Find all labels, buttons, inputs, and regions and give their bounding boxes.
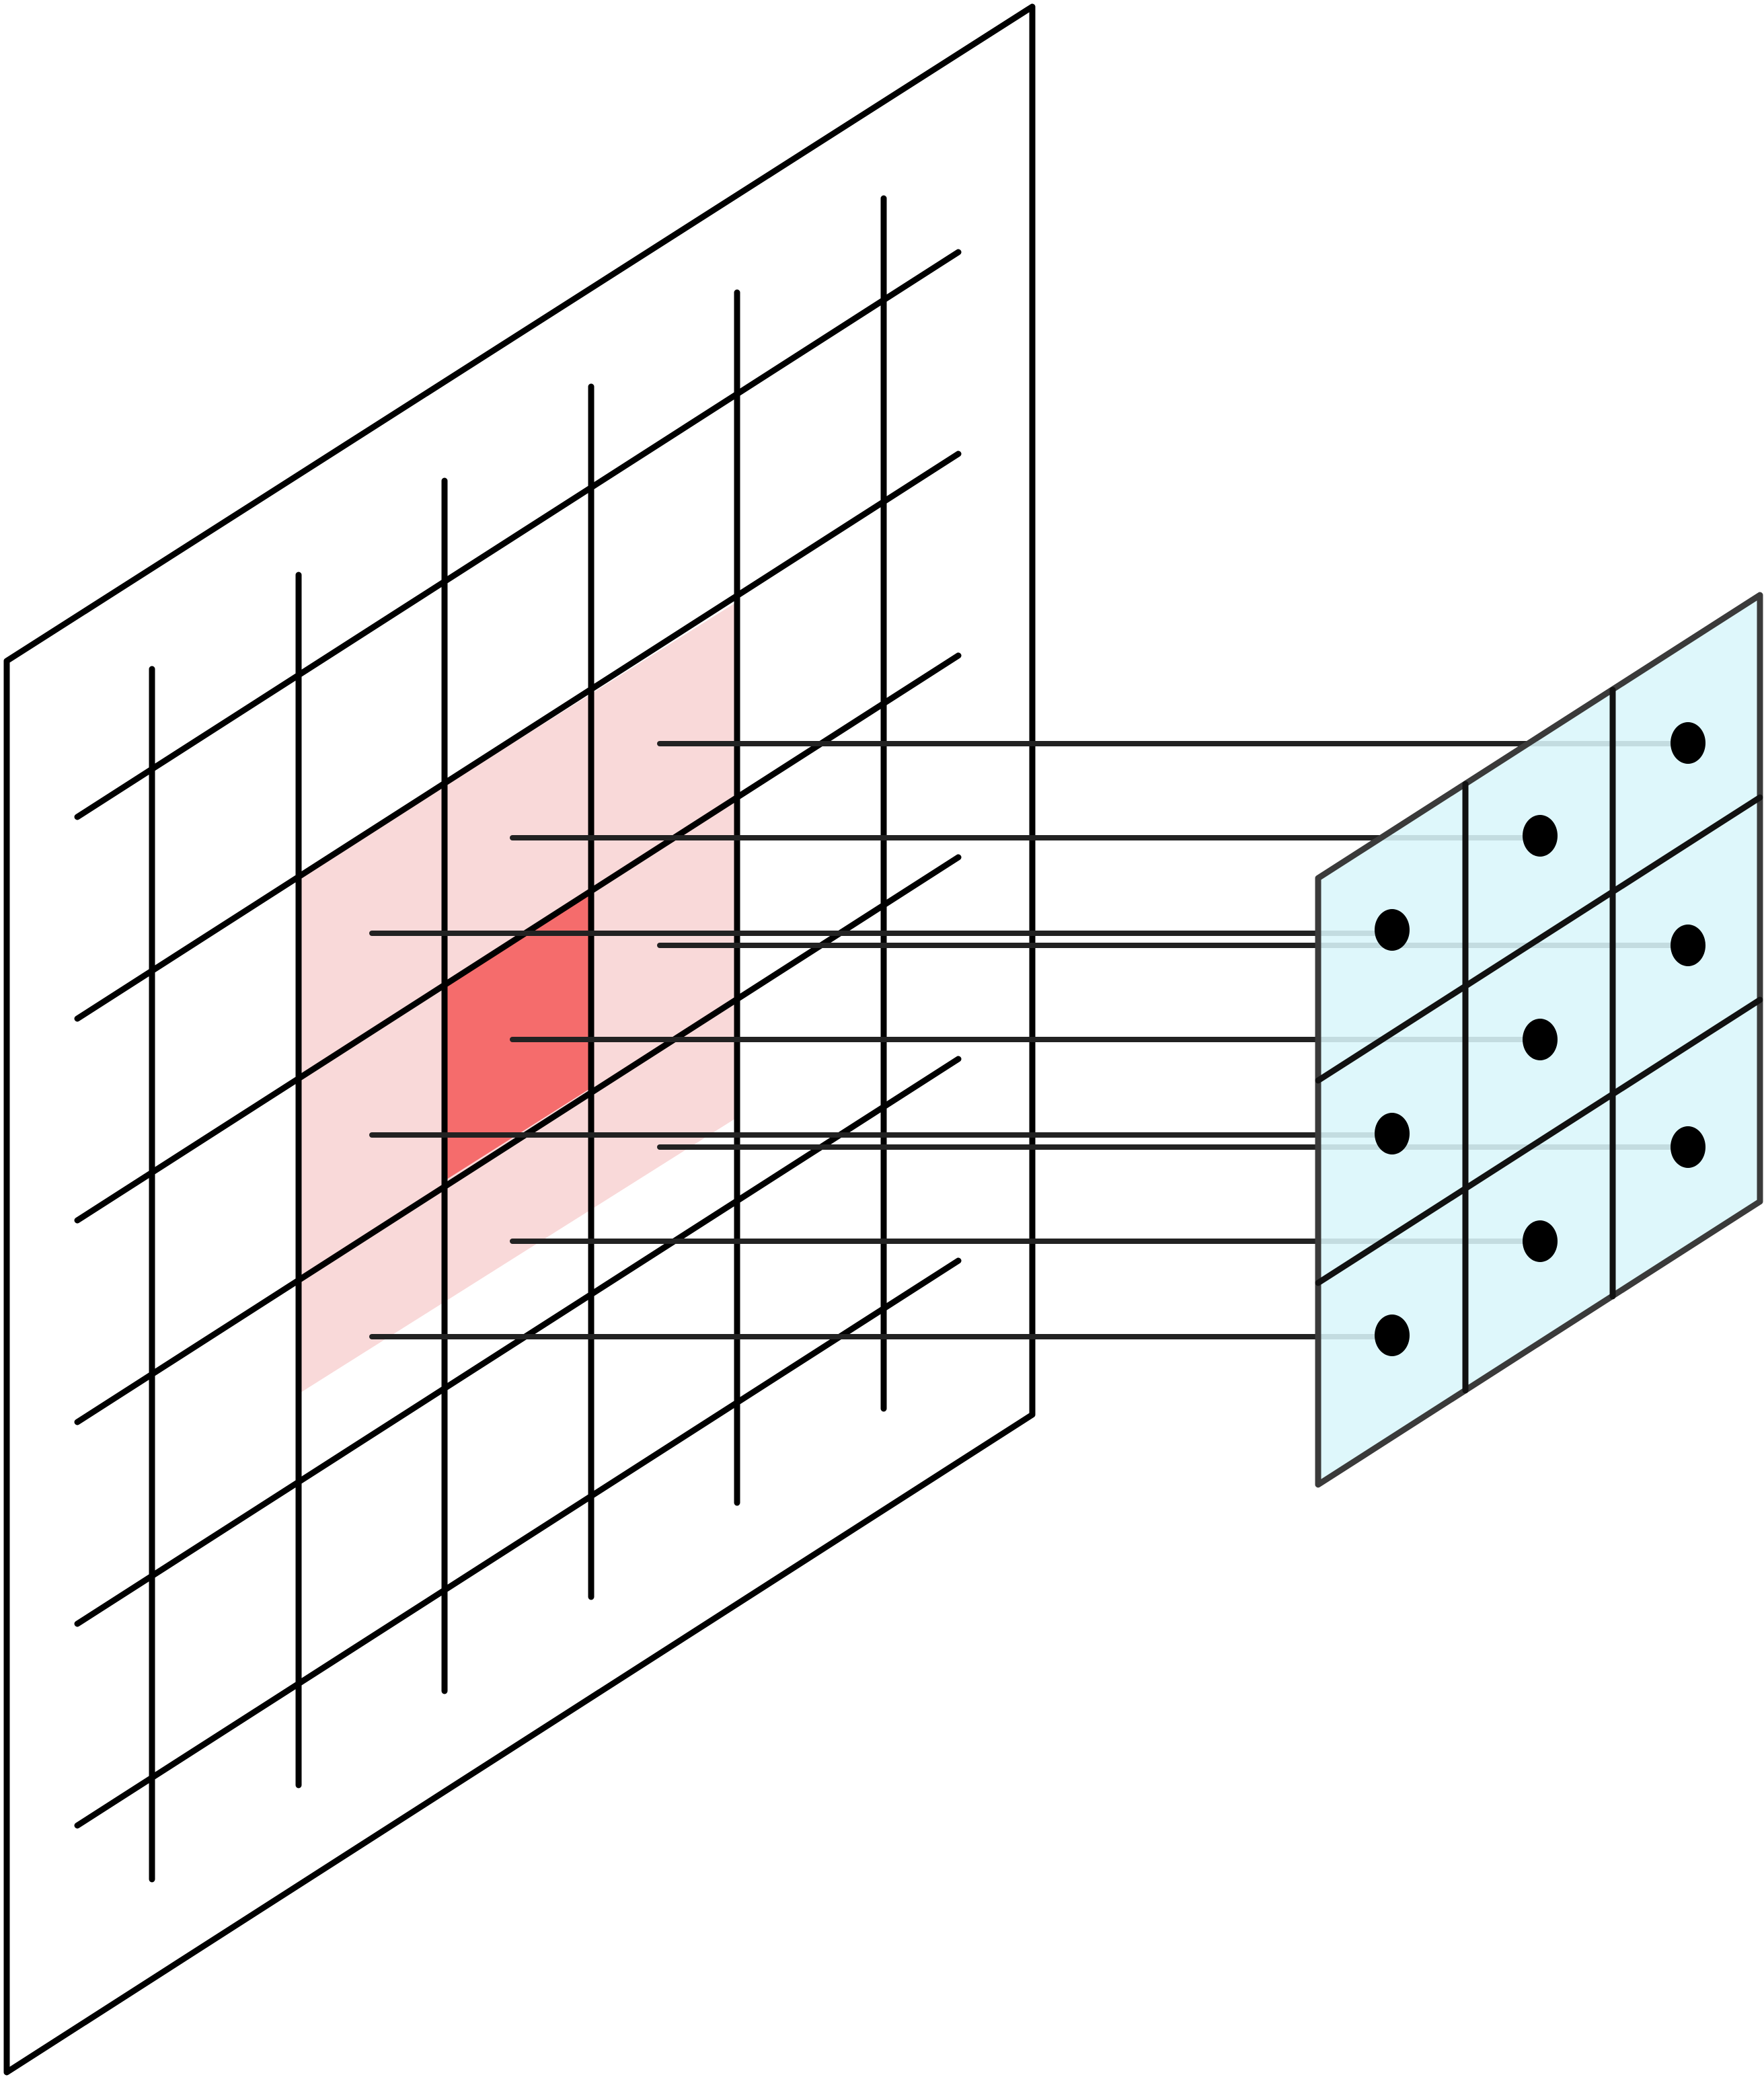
grid-slanted-line <box>74 1056 962 1627</box>
grid-slanted-line <box>74 249 962 820</box>
output-cell-dot <box>1375 909 1410 951</box>
grid-slanted-line <box>74 1257 962 1829</box>
output-markers <box>1375 722 1705 1356</box>
output-cell-dot <box>1671 722 1705 764</box>
output-cell-dot <box>1523 1220 1558 1262</box>
output-cell-dot <box>1671 925 1705 966</box>
output-grid-slanted-line <box>1315 794 1763 1084</box>
input-plane <box>3 3 1036 2076</box>
output-cell-dot <box>1671 1126 1705 1168</box>
grid-slanted-line <box>74 854 962 1425</box>
output-cell-dot <box>1523 1019 1558 1060</box>
grid-slanted-line <box>74 652 962 1224</box>
output-cell-dot <box>1523 815 1558 857</box>
output-cell-dot <box>1375 1113 1410 1154</box>
output-grid <box>1315 687 1763 1394</box>
output-cell-dot <box>1375 1315 1410 1356</box>
grid-slanted-line <box>74 450 962 1022</box>
connections <box>369 741 1691 1339</box>
output-grid-slanted-line <box>1315 996 1763 1286</box>
input-grid <box>74 195 962 1883</box>
